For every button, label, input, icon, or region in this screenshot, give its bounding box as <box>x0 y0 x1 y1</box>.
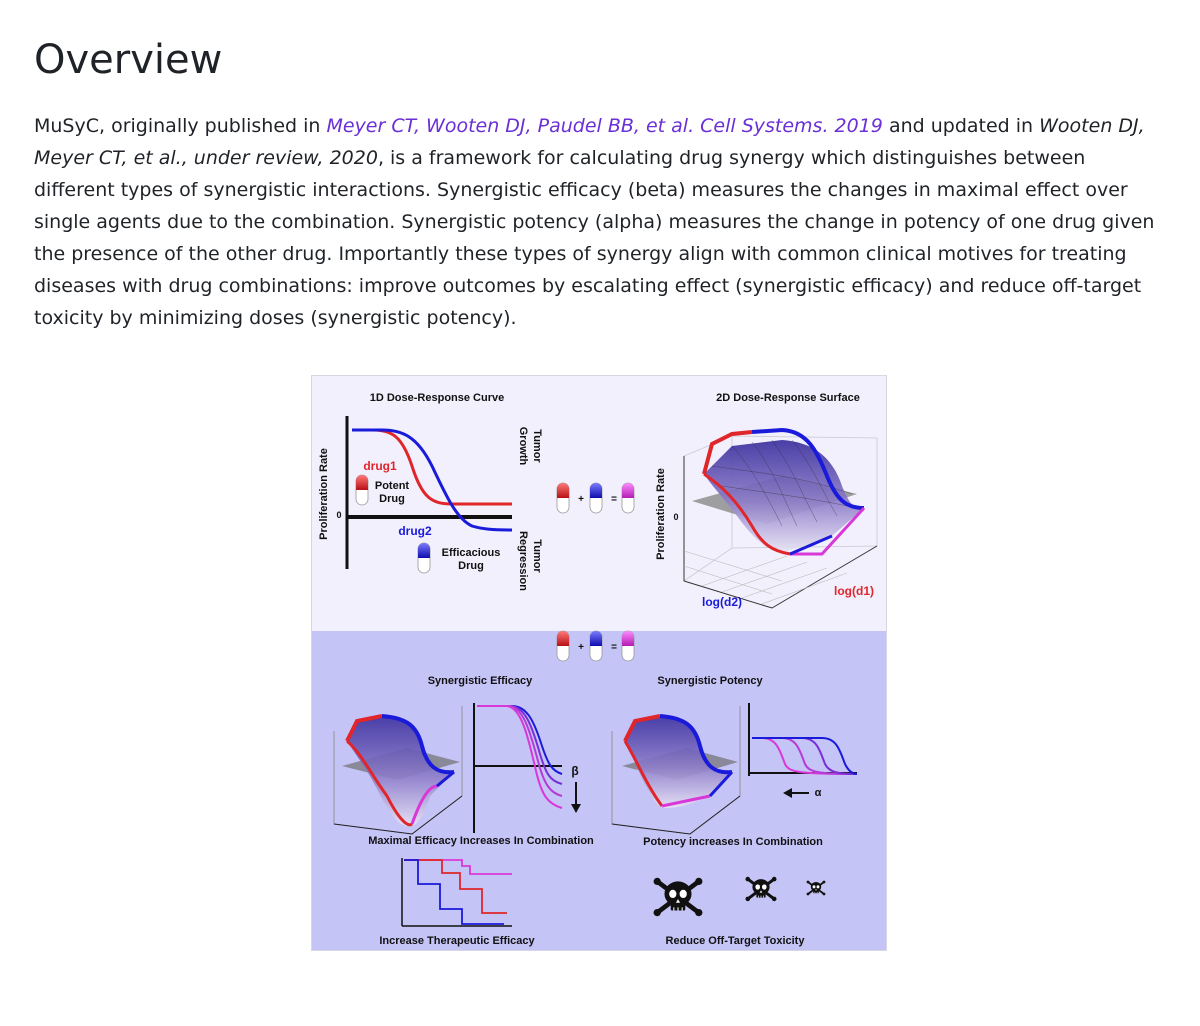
citation-italic: Wooten DJ, Meyer CT, et al., under revie… <box>34 115 1145 169</box>
label-growth: Growth <box>517 427 529 466</box>
caption-toxicity: Reduce Off-Target Toxicity <box>666 935 806 947</box>
eq-top-pill-magenta-icon <box>621 482 635 514</box>
zero-2d: 0 <box>673 512 678 522</box>
eq-bot-equals: = <box>611 642 617 653</box>
ylabel-2d: Proliferation Rate <box>655 468 667 560</box>
efficacy-surface <box>333 706 463 835</box>
potency-curves <box>748 703 858 798</box>
paragraph-text-2: and updated in <box>882 115 1040 137</box>
label-drug2: drug2 <box>398 524 432 538</box>
title-syn-efficacy: Synergistic Efficacy <box>428 675 533 687</box>
survival-curves <box>401 858 512 927</box>
label-potent-drug: Drug <box>379 493 405 505</box>
label-logd2: log(d2) <box>702 595 742 609</box>
figure-illustration: 1D Dose-Response Curve 0 Proliferation R… <box>318 392 878 947</box>
eq-top-pill-red-icon <box>556 482 570 514</box>
skull-small-icon <box>805 879 827 897</box>
surface-3d <box>683 427 878 609</box>
overview-paragraph: MuSyC, originally published in Meyer CT,… <box>34 110 1169 334</box>
label-tumor-1: Tumor <box>531 429 543 463</box>
label-alpha: α <box>815 787 822 799</box>
label-beta: β <box>571 764 578 778</box>
paragraph-text-3: , is a framework for calculating drug sy… <box>34 147 1155 329</box>
title-syn-potency: Synergistic Potency <box>657 675 763 687</box>
paragraph-text-1: MuSyC, originally published in <box>34 115 327 137</box>
label-efficacious: Efficacious <box>442 547 501 559</box>
potency-surface <box>611 706 741 835</box>
caption-max-efficacy: Maximal Efficacy Increases In Combinatio… <box>368 835 594 847</box>
eq-top-pill-blue-icon <box>589 482 603 514</box>
label-efficacious-drug: Drug <box>458 560 484 572</box>
eq-bot-pill-blue-icon <box>589 630 603 662</box>
eq-top-equals: = <box>611 494 617 505</box>
page-heading: Overview <box>34 37 223 83</box>
efficacy-curves <box>473 703 581 833</box>
eq-top-plus: + <box>578 494 584 505</box>
skull-large-icon <box>654 878 703 916</box>
pill-drug1-icon <box>355 474 369 506</box>
label-logd1: log(d1) <box>834 584 874 598</box>
eq-bot-plus: + <box>578 642 584 653</box>
caption-therapeutic: Increase Therapeutic Efficacy <box>379 935 535 947</box>
ylabel-1d: Proliferation Rate <box>318 448 330 540</box>
zero-1d: 0 <box>336 510 341 520</box>
title-2d-surface: 2D Dose-Response Surface <box>716 392 860 404</box>
label-tumor-2: Tumor <box>531 539 543 573</box>
eq-bot-pill-magenta-icon <box>621 630 635 662</box>
pill-drug2-icon <box>417 542 431 574</box>
label-drug1: drug1 <box>363 459 397 473</box>
citation-link[interactable]: Meyer CT, Wooten DJ, Paudel BB, et al. C… <box>326 115 883 137</box>
skull-medium-icon <box>744 875 778 903</box>
label-potent: Potent <box>375 480 410 492</box>
caption-potency-increases: Potency increases In Combination <box>643 836 823 848</box>
label-regression: Regression <box>517 531 529 591</box>
eq-bot-pill-red-icon <box>556 630 570 662</box>
title-1d-curve: 1D Dose-Response Curve <box>370 392 505 404</box>
curve-drug2 <box>352 428 513 532</box>
musyc-figure: 1D Dose-Response Curve 0 Proliferation R… <box>311 375 887 951</box>
